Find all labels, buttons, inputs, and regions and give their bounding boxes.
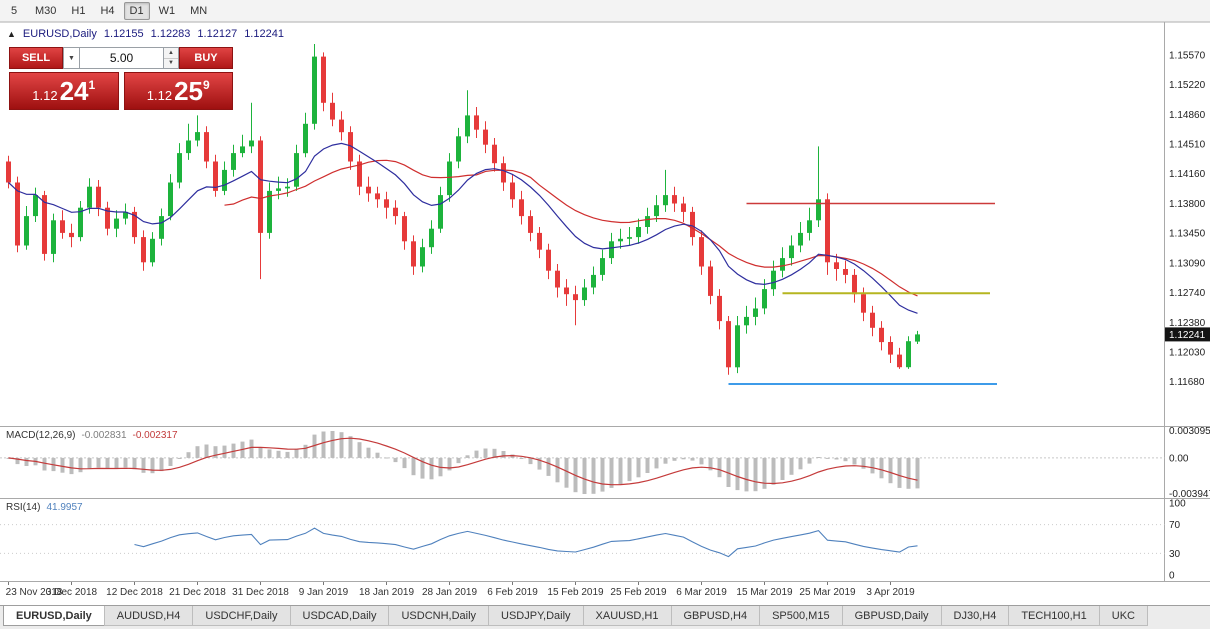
current-price-badge: 1.12241 — [1165, 327, 1210, 342]
chart-symbol-label: EURUSD,Daily — [22, 28, 97, 40]
chart-tab-usdcnh-daily[interactable]: USDCNH,Daily — [388, 606, 490, 626]
horizontal-lines-layer — [728, 202, 997, 385]
sell-price-base: 1.12 — [32, 88, 58, 103]
volume-input[interactable]: 5.00 — [80, 47, 164, 69]
svg-text:1.13090: 1.13090 — [1169, 259, 1206, 270]
macd-main-value: -0.002831 — [81, 430, 127, 441]
svg-text:1.14860: 1.14860 — [1169, 110, 1206, 121]
chart-tab-audusd-h4[interactable]: AUDUSD,H4 — [103, 606, 194, 626]
svg-text:25 Feb 2019: 25 Feb 2019 — [610, 587, 667, 598]
sell-price-button[interactable]: 1.12 24 1 — [9, 72, 119, 110]
svg-text:0.003095: 0.003095 — [1169, 426, 1210, 437]
timeframe-d1[interactable]: D1 — [123, 1, 150, 20]
svg-text:0: 0 — [1169, 571, 1175, 582]
buy-button[interactable]: BUY — [179, 47, 233, 69]
rsi-name: RSI(14) — [6, 502, 41, 513]
svg-text:1.13450: 1.13450 — [1169, 228, 1206, 239]
timeframe-toolbar: 5 M30 H1 H4 D1 W1 MN — [0, 0, 1210, 22]
timeframe-w1[interactable]: W1 — [158, 4, 176, 17]
svg-text:1.14160: 1.14160 — [1169, 169, 1206, 180]
volume-dropdown-icon[interactable]: ▼ — [63, 47, 80, 69]
timeframe-5[interactable]: 5 — [10, 4, 18, 17]
chart-tab-usdcad-daily[interactable]: USDCAD,Daily — [289, 606, 390, 626]
moving-averages-layer — [8, 142, 918, 314]
volume-up-icon[interactable]: ▲ — [164, 48, 178, 59]
volume-down-icon[interactable]: ▼ — [168, 60, 174, 67]
ohlc-low: 1.12127 — [197, 28, 238, 40]
chart-canvas[interactable]: 1.15570 1.15220 1.14860 1.14510 1.14160 1.138… — [0, 22, 1210, 605]
panel-splitter-rsi[interactable] — [0, 497, 1210, 500]
ohlc-close: 1.12241 — [244, 28, 284, 40]
svg-text:70: 70 — [1169, 520, 1181, 531]
buy-price-point: 9 — [203, 78, 210, 92]
svg-text:30: 30 — [1169, 549, 1181, 560]
svg-text:1.12241: 1.12241 — [1169, 330, 1206, 341]
svg-text:23 Nov 2018: 23 Nov 2018 — [6, 587, 63, 598]
svg-text:1.15220: 1.15220 — [1169, 80, 1206, 91]
svg-text:21 Dec 2018: 21 Dec 2018 — [169, 587, 226, 598]
svg-text:1.15570: 1.15570 — [1169, 50, 1206, 61]
svg-text:12 Dec 2018: 12 Dec 2018 — [106, 587, 163, 598]
buy-price-button[interactable]: 1.12 25 9 — [123, 72, 233, 110]
svg-text:15 Mar 2019: 15 Mar 2019 — [736, 587, 793, 598]
svg-text:28 Jan 2019: 28 Jan 2019 — [422, 587, 477, 598]
one-click-trading-panel: SELL ▼ 5.00 ▲ ▼ BUY 1.12 24 1 1.12 25 9 — [9, 47, 233, 110]
svg-text:25 Mar 2019: 25 Mar 2019 — [799, 587, 856, 598]
svg-text:31 Dec 2018: 31 Dec 2018 — [232, 587, 289, 598]
chart-tab-eurusd-daily[interactable]: EURUSD,Daily — [3, 606, 105, 626]
rsi-value: 41.9957 — [46, 502, 83, 513]
price-axis: 1.15570 1.15220 1.14860 1.14510 1.14160 1.138… — [1169, 50, 1206, 388]
chart-tab-usdjpy-daily[interactable]: USDJPY,Daily — [488, 606, 584, 626]
chart-tab-dj30-h4[interactable]: DJ30,H4 — [940, 606, 1010, 626]
rsi-indicator-label: RSI(14) 41.9957 — [6, 502, 83, 513]
svg-text:9 Jan 2019: 9 Jan 2019 — [299, 587, 349, 598]
svg-text:1.12030: 1.12030 — [1169, 348, 1206, 359]
one-click-toggle-icon[interactable]: ▲ — [7, 29, 16, 39]
sell-button[interactable]: SELL — [9, 47, 63, 69]
chart-tab-sp500-m15[interactable]: SP500,M15 — [759, 606, 843, 626]
macd-indicator-label: MACD(12,26,9) -0.002831 -0.002317 — [6, 430, 178, 441]
timeframe-m30[interactable]: M30 — [35, 4, 57, 17]
chart-tab-ukc[interactable]: UKC — [1098, 606, 1148, 626]
svg-text:1.12740: 1.12740 — [1169, 288, 1206, 299]
timeframe-h1[interactable]: H1 — [71, 4, 86, 17]
chart-tab-gbpusd-h4[interactable]: GBPUSD,H4 — [670, 606, 761, 626]
svg-text:3 Apr 2019: 3 Apr 2019 — [866, 587, 915, 598]
svg-text:100: 100 — [1169, 499, 1186, 510]
svg-text:1.11680: 1.11680 — [1169, 377, 1205, 388]
svg-text:3 Dec 2018: 3 Dec 2018 — [46, 587, 98, 598]
chart-tab-gbpusd-daily[interactable]: GBPUSD,Daily — [841, 606, 942, 626]
svg-text:1.12380: 1.12380 — [1169, 318, 1206, 329]
svg-text:6 Feb 2019: 6 Feb 2019 — [487, 587, 538, 598]
svg-text:1.14510: 1.14510 — [1169, 139, 1206, 150]
chart-window: 1.15570 1.15220 1.14860 1.14510 1.14160 1.138… — [0, 22, 1210, 605]
svg-text:15 Feb 2019: 15 Feb 2019 — [547, 587, 604, 598]
svg-text:1.13800: 1.13800 — [1169, 199, 1206, 210]
candles-layer — [6, 44, 920, 375]
rsi-panel: 100 70 30 0 — [0, 499, 1186, 582]
sell-price-pips: 24 — [59, 76, 89, 106]
chart-tab-usdchf-daily[interactable]: USDCHF,Daily — [192, 606, 291, 626]
buy-price-pips: 25 — [174, 76, 204, 106]
macd-signal-value: -0.002317 — [132, 430, 178, 441]
ohlc-open: 1.12155 — [103, 28, 144, 40]
timeframe-mn[interactable]: MN — [190, 4, 208, 17]
ohlc-high: 1.12283 — [150, 28, 191, 40]
svg-text:18 Jan 2019: 18 Jan 2019 — [359, 587, 414, 598]
buy-price-base: 1.12 — [146, 88, 173, 103]
chart-header: ▲ EURUSD,Daily 1.12155 1.12283 1.12127 1… — [7, 28, 284, 40]
chart-tab-bar: EURUSD,Daily AUDUSD,H4 USDCHF,Daily USDCAD,… — [0, 605, 1210, 629]
chart-tab-tech100-h1[interactable]: TECH100,H1 — [1008, 606, 1100, 626]
timeframe-h4[interactable]: H4 — [100, 4, 115, 17]
macd-panel: 0.003095 0.00 -0.003947 — [0, 426, 1210, 500]
sell-price-point: 1 — [88, 78, 96, 92]
chart-tab-xauusd-h1[interactable]: XAUUSD,H1 — [582, 606, 672, 626]
svg-text:6 Mar 2019: 6 Mar 2019 — [676, 587, 727, 598]
svg-text:-0.003947: -0.003947 — [1169, 489, 1210, 500]
volume-stepper: ▲ ▼ — [164, 47, 179, 69]
macd-name: MACD(12,26,9) — [6, 430, 76, 441]
svg-text:0.00: 0.00 — [1169, 453, 1189, 464]
panel-splitter-macd[interactable] — [0, 425, 1210, 428]
